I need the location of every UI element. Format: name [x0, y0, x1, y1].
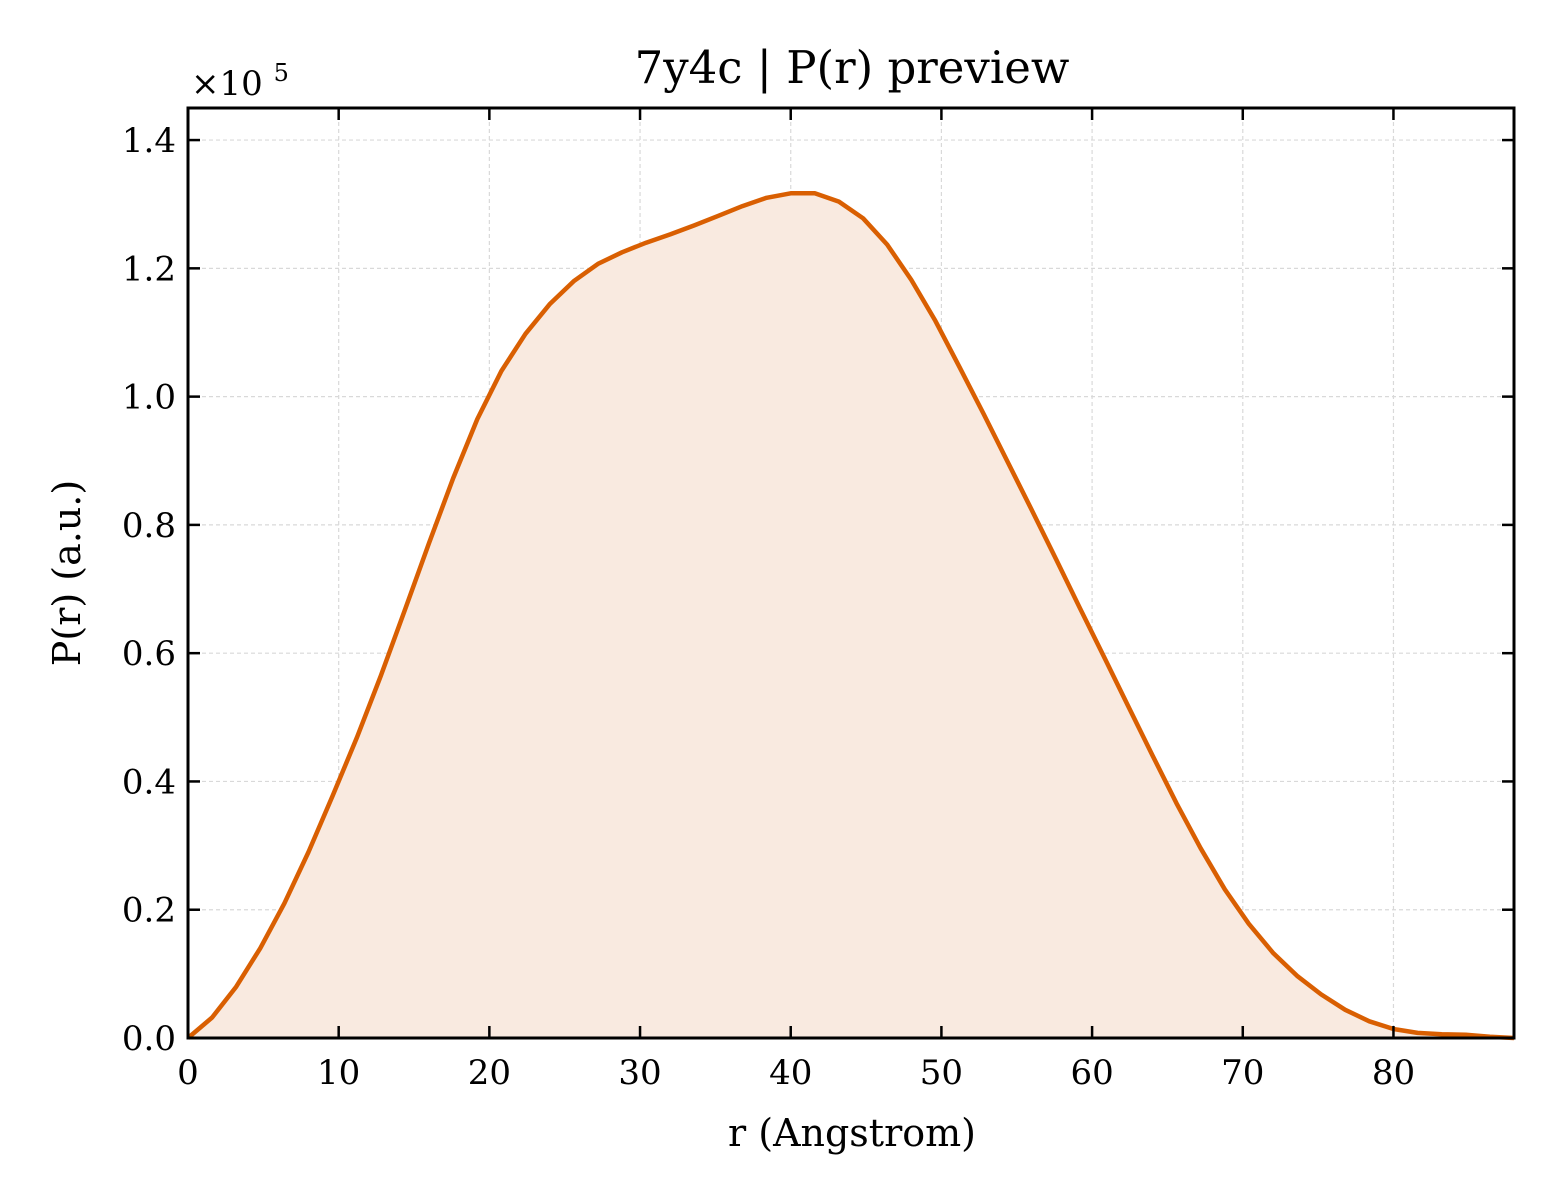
y-multiplier-base: ×10	[191, 64, 263, 104]
series-line	[186, 191, 1515, 1041]
y-multiplier-label: ×10 5	[191, 59, 289, 104]
plot-frame	[186, 106, 1516, 1040]
y-tick-label: 0.4	[122, 762, 176, 802]
x-tick-label: 50	[920, 1053, 963, 1093]
tick-labels: 0 10 20 30 40 50 60 70 80 0.0 0.2 0.4 0.6 0.8 1.0 1.2 1.…	[122, 121, 1415, 1093]
y-multiplier-exponent: 5	[274, 59, 289, 87]
x-tick-label: 10	[317, 1053, 360, 1093]
x-tick-label: 80	[1372, 1053, 1415, 1093]
y-tick-label: 1.2	[122, 249, 176, 289]
y-tick-label: 0.6	[122, 634, 176, 674]
y-tick-label: 1.4	[122, 121, 176, 161]
area-fill	[188, 193, 1514, 1039]
chart-title: 7y4c | P(r) preview	[635, 41, 1070, 94]
x-tick-label: 0	[177, 1053, 199, 1093]
x-tick-label: 20	[468, 1053, 511, 1093]
x-axis-label: r (Angstrom)	[728, 1111, 976, 1155]
x-tick-label: 40	[769, 1053, 812, 1093]
y-tick-label: 0.0	[122, 1019, 176, 1059]
y-tick-label: 0.2	[122, 891, 176, 931]
ticks	[186, 108, 1514, 1040]
y-tick-label: 0.8	[122, 506, 176, 546]
y-axis-label: P(r) (a.u.)	[45, 480, 89, 666]
x-tick-label: 60	[1070, 1053, 1113, 1093]
x-tick-label: 70	[1221, 1053, 1264, 1093]
x-tick-label: 30	[618, 1053, 661, 1093]
y-tick-label: 1.0	[122, 378, 176, 418]
